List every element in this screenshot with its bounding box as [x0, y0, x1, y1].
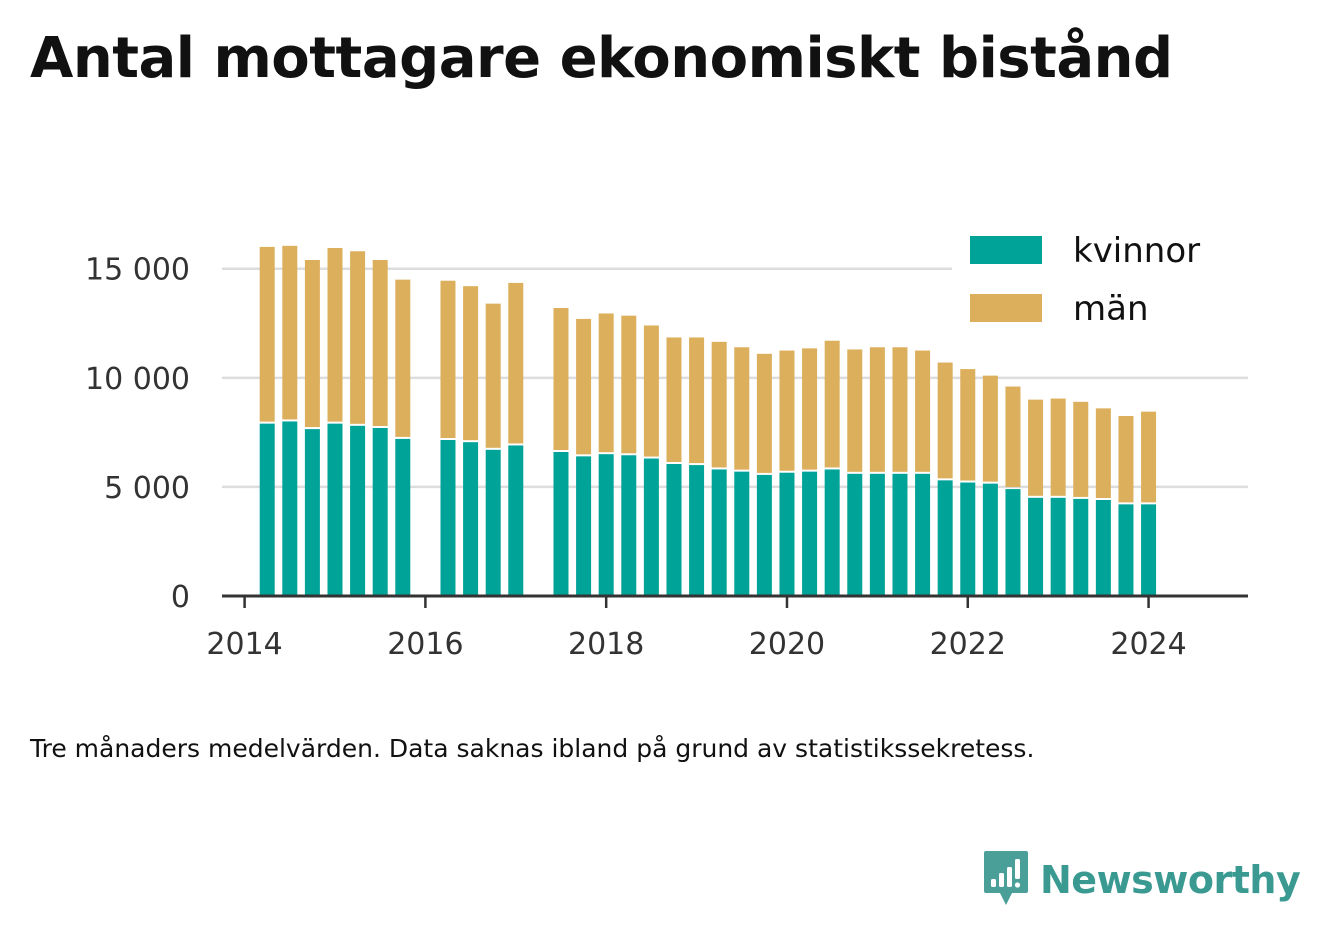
bar-män [553, 308, 569, 450]
y-tick-label: 5 000 [104, 471, 190, 506]
bar-män [711, 341, 727, 468]
bar-män [1028, 399, 1044, 496]
bar-kvinnor [982, 483, 998, 596]
bar-kvinnor [1005, 489, 1021, 596]
bar-män [937, 362, 953, 479]
y-tick-label: 0 [171, 580, 190, 615]
bar-män [1141, 411, 1157, 503]
bar-kvinnor [553, 452, 569, 596]
bar-kvinnor [847, 473, 863, 596]
bar-kvinnor [372, 428, 388, 596]
bar-män [372, 260, 388, 426]
bar-kvinnor [440, 440, 456, 596]
bar-män [892, 347, 908, 472]
bar-män [847, 349, 863, 472]
bar-män [756, 353, 772, 473]
bar-kvinnor [869, 473, 885, 596]
bar-män [802, 348, 818, 470]
bar-män [304, 260, 320, 428]
brand-name: Newsworthy [1040, 858, 1301, 902]
bar-kvinnor [1073, 498, 1089, 596]
bar-kvinnor [508, 445, 524, 596]
bar-män [1073, 401, 1089, 497]
bar-män [779, 350, 795, 471]
bar-kvinnor [756, 474, 772, 596]
bar-kvinnor [395, 438, 411, 596]
x-tick-label: 2020 [749, 627, 825, 662]
bar-kvinnor [598, 454, 614, 596]
bar-män [463, 286, 479, 441]
bar-kvinnor [327, 423, 343, 596]
bar-män [350, 251, 366, 424]
bar-kvinnor [802, 471, 818, 596]
bar-kvinnor [1118, 504, 1134, 596]
legend: kvinnor män [952, 225, 1250, 345]
bar-kvinnor [689, 465, 705, 596]
footnote: Tre månaders medelvärden. Data saknas ib… [30, 734, 1035, 763]
bars [259, 245, 1157, 596]
brand-logo[interactable]: Newsworthy [982, 849, 1301, 911]
x-tick-label: 2022 [930, 627, 1006, 662]
bar-kvinnor [892, 473, 908, 596]
bar-män [508, 282, 524, 444]
bar-män [598, 313, 614, 453]
bar-män [1118, 416, 1134, 503]
newsworthy-logo-icon [982, 849, 1030, 911]
chart-title: Antal mottagare ekonomiskt bistånd [30, 26, 1173, 91]
bar-män [282, 245, 298, 420]
bar-kvinnor [485, 449, 501, 596]
bar-kvinnor [1050, 497, 1066, 596]
bar-män [576, 318, 592, 455]
bar-kvinnor [576, 456, 592, 596]
x-tick-label: 2018 [568, 627, 644, 662]
bar-män [869, 347, 885, 472]
bar-kvinnor [282, 421, 298, 596]
bar-män [734, 347, 750, 470]
x-tick-label: 2016 [387, 627, 463, 662]
y-tick-label: 15 000 [85, 253, 190, 288]
bar-kvinnor [1095, 500, 1111, 596]
legend-label-kvinnor: kvinnor [1073, 231, 1200, 271]
legend-swatch-män [970, 294, 1042, 322]
bar-kvinnor [711, 469, 727, 596]
bar-kvinnor [621, 455, 637, 596]
bar-kvinnor [350, 425, 366, 596]
bar-män [689, 337, 705, 464]
x-tick-label: 2014 [206, 627, 282, 662]
bar-män [395, 279, 411, 437]
bar-kvinnor [666, 464, 682, 596]
bar-män [1050, 398, 1066, 496]
bar-män [485, 303, 501, 448]
bar-kvinnor [304, 429, 320, 596]
bar-kvinnor [463, 442, 479, 596]
bar-män [327, 248, 343, 422]
bar-män [666, 337, 682, 462]
bar-män [643, 325, 659, 457]
bar-män [259, 246, 275, 422]
bar-män [621, 315, 637, 454]
bar-män [824, 340, 840, 468]
bar-kvinnor [915, 473, 931, 596]
legend-label-män: män [1073, 289, 1149, 329]
bar-kvinnor [643, 458, 659, 596]
bar-kvinnor [779, 472, 795, 596]
bar-kvinnor [734, 471, 750, 596]
bar-män [440, 280, 456, 438]
x-tick-label: 2024 [1110, 627, 1186, 662]
bar-kvinnor [1028, 497, 1044, 596]
bar-kvinnor [937, 480, 953, 596]
bar-män [915, 350, 931, 472]
bar-män [960, 369, 976, 481]
bar-kvinnor [960, 482, 976, 596]
bar-kvinnor [259, 423, 275, 596]
bar-män [982, 375, 998, 482]
axes: 0 5 000 10 000 15 000 2014 2016 2018 2020 2022 20… [85, 253, 1248, 662]
bar-kvinnor [1141, 504, 1157, 596]
bar-män [1095, 408, 1111, 498]
legend-swatch-kvinnor [970, 236, 1042, 264]
y-tick-label: 10 000 [85, 362, 190, 397]
bar-män [1005, 386, 1021, 488]
bar-kvinnor [824, 469, 840, 596]
